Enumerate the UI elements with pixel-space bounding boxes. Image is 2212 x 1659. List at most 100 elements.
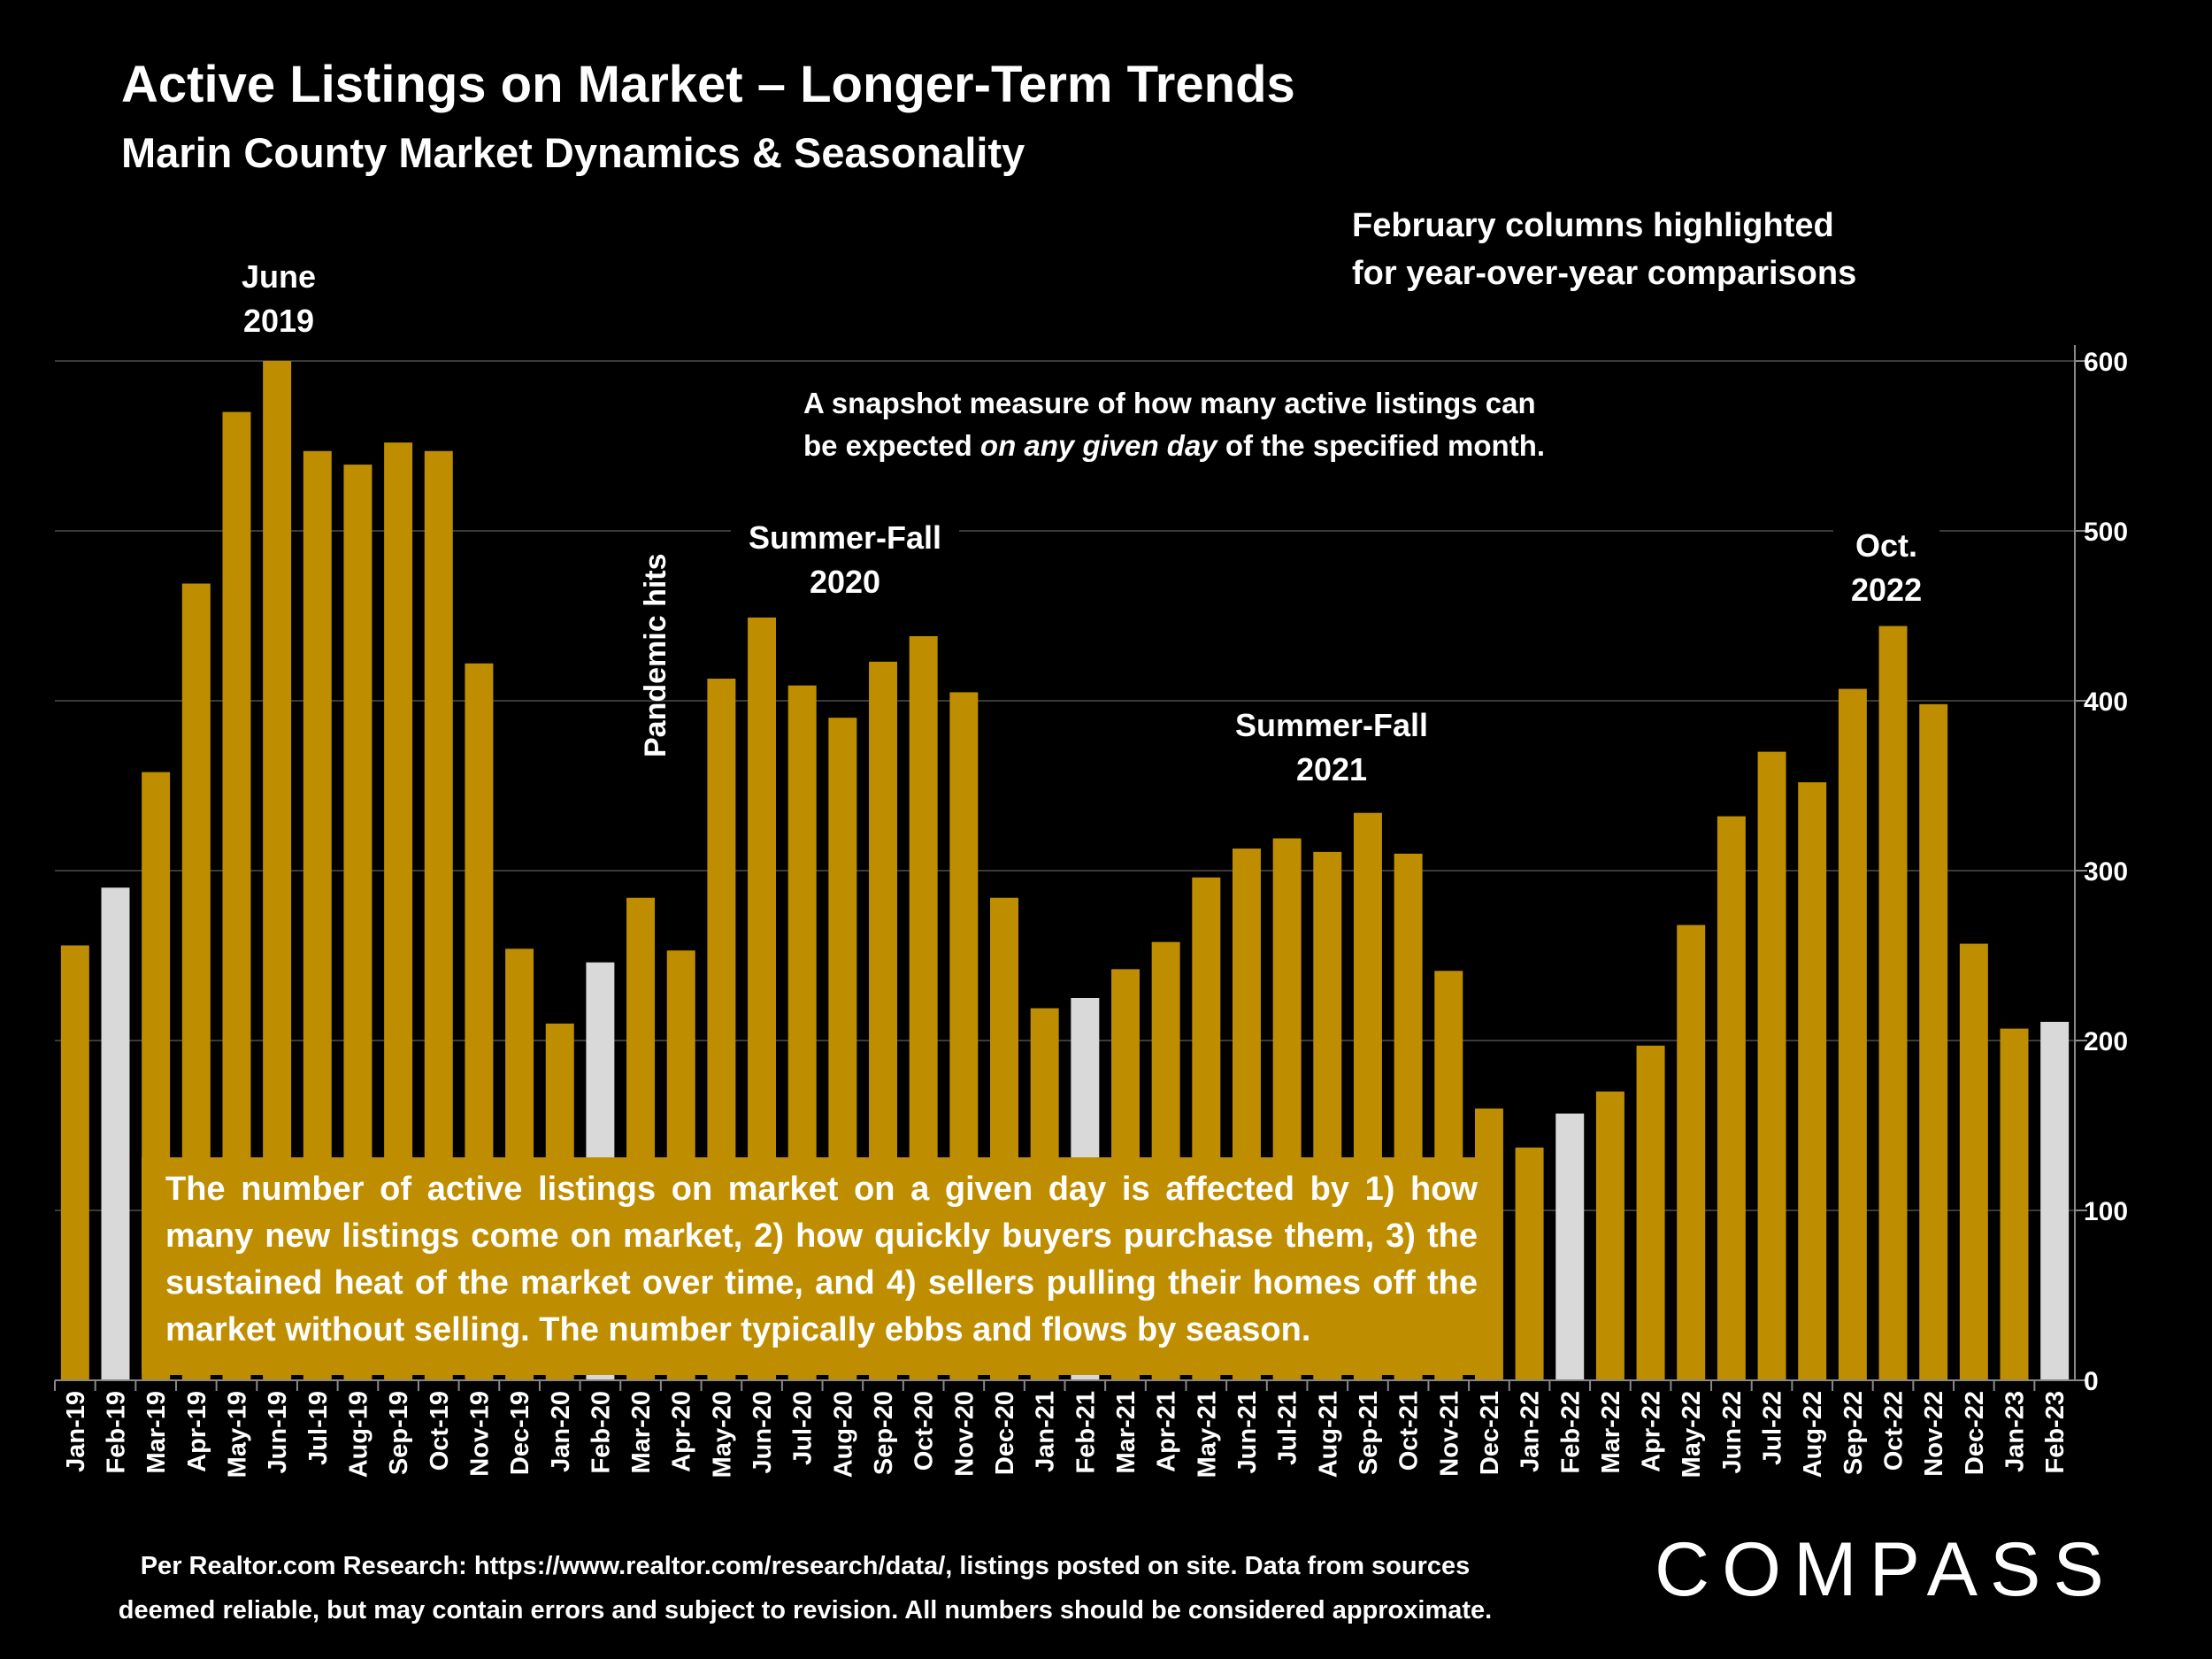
x-tick-label: Jul-19 [304,1391,333,1465]
x-tick-label: Jan-22 [1517,1391,1545,1472]
x-tick-label: Feb-20 [587,1391,615,1473]
x-tick-label: Jun-19 [264,1391,292,1473]
x-tick-label: Dec-20 [991,1391,1019,1475]
page-title: Active Listings on Market – Longer-Term … [121,56,1295,113]
snapshot-line-2-post: of the specified month. [1217,429,1546,462]
x-tick-label: Oct-20 [910,1391,939,1471]
x-tick-label: Jul-22 [1759,1391,1787,1465]
x-tick-label: Apr-19 [183,1391,211,1472]
annotation-summer-fall-2020-line-1: Summer-Fall [749,519,942,556]
y-tick-label: 600 [2084,348,2128,377]
x-tick-label: Nov-21 [1435,1391,1463,1477]
bar [1919,703,1948,1380]
bar [1838,688,1867,1380]
y-tick-label: 0 [2084,1367,2099,1396]
snapshot-line-2: be expected on any given day of the spec… [803,425,1545,467]
compass-logo-text: COMPASS [1655,1527,2116,1606]
february-highlight-note: February columns highlighted for year-ov… [1352,202,1856,297]
snapshot-line-2-pre: be expected [803,429,980,462]
x-tick-label: Nov-19 [465,1391,494,1477]
x-tick-label: Dec-21 [1476,1391,1504,1475]
x-tick-label: Jul-21 [1274,1391,1302,1465]
x-tick-label: May-20 [708,1391,736,1478]
x-tick-label: Sep-20 [870,1391,898,1475]
x-tick-label: Aug-21 [1314,1391,1342,1478]
x-tick-label: Jan-23 [2001,1391,2030,1472]
y-tick-label: 100 [2084,1197,2128,1226]
page-subtitle: Marin County Market Dynamics & Seasonali… [121,129,1025,176]
x-tick-label: Jun-20 [749,1391,777,1473]
source-note: Per Realtor.com Research: https://www.re… [115,1544,1495,1632]
x-tick-label: Apr-22 [1638,1391,1666,1472]
bar-february [1555,1113,1585,1380]
y-tick-label: 500 [2084,518,2128,547]
x-tick-label: Feb-23 [2041,1391,2070,1473]
x-tick-label: Jul-20 [789,1391,818,1465]
x-tick-label: Oct-19 [426,1391,454,1471]
x-tick-label: Feb-22 [1556,1391,1585,1473]
x-tick-label: Nov-20 [950,1391,979,1477]
x-tick-label: Apr-21 [1153,1391,1181,1472]
y-tick-label: 200 [2084,1027,2128,1056]
x-tick-label: Jun-21 [1233,1391,1262,1473]
source-line-1: Per Realtor.com Research: https://www.re… [140,1552,1471,1580]
x-tick-label: Nov-22 [1920,1391,1948,1477]
x-tick-label: Jan-21 [1032,1391,1060,1472]
x-tick-label: Sep-19 [385,1391,413,1475]
y-tick-label: 400 [2084,687,2128,717]
x-tick-label: Feb-19 [102,1391,130,1473]
x-tick-label: Jan-19 [62,1391,90,1472]
bar-february [2040,1021,2070,1380]
bar-february [101,887,130,1380]
annotation-pandemic-hits: Pandemic hits [639,553,672,757]
snapshot-note: A snapshot measure of how many active li… [803,382,1545,467]
x-tick-label: Mar-22 [1597,1391,1625,1474]
annotation-oct-2022-line-1: Oct. [1855,527,1918,564]
bar [1515,1147,1544,1380]
bar [1677,925,1706,1380]
compass-logo: COMPASS [1655,1527,2116,1606]
february-note-line-1: February columns highlighted [1352,207,1834,244]
x-tick-label: Mar-21 [1112,1391,1141,1474]
annotation-summer-fall-2021: Summer-Fall 2021 [1217,703,1447,792]
bar [1717,816,1746,1380]
y-tick-label: 300 [2084,857,2128,887]
x-tick-label: Jan-20 [547,1391,575,1472]
x-tick-label: Sep-22 [1839,1391,1868,1475]
x-tick-label: Dec-19 [506,1391,534,1475]
annotation-summer-fall-2021-line-1: Summer-Fall [1235,707,1429,743]
snapshot-line-1: A snapshot measure of how many active li… [803,387,1536,419]
annotation-june-2019: June 2019 [224,255,334,343]
bar [2000,1028,2029,1380]
bar [1595,1091,1624,1380]
x-tick-label: May-21 [1193,1391,1221,1478]
annotation-oct-2022: Oct. 2022 [1833,524,1940,612]
x-tick-label: Dec-22 [1961,1391,1989,1475]
x-tick-label: Apr-20 [668,1391,696,1472]
bar [1636,1045,1665,1380]
annotation-june-2019-line-2: 2019 [242,303,315,339]
annotation-summer-fall-2021-line-2: 2021 [1295,751,1368,787]
x-tick-label: Feb-21 [1071,1391,1100,1473]
bar [1757,751,1786,1380]
annotation-summer-fall-2020-line-2: 2020 [809,564,881,600]
bar [60,945,89,1380]
february-note-line-2: for year-over-year comparisons [1352,255,1857,292]
bar [1959,943,1988,1380]
info-box: The number of active listings on market … [142,1157,1495,1375]
snapshot-line-2-emphasis: on any given day [979,429,1217,462]
x-tick-label: Oct-21 [1395,1391,1424,1471]
bar [1878,626,1908,1380]
annotation-oct-2022-line-2: 2022 [1851,572,1923,608]
annotation-summer-fall-2020: Summer-Fall 2020 [731,516,960,604]
x-tick-label: Aug-19 [344,1391,373,1478]
x-tick-label: Aug-20 [829,1391,857,1478]
x-tick-label: Mar-20 [627,1391,656,1474]
source-line-2: deemed reliable, but may contain errors … [118,1596,1493,1624]
x-tick-label: May-19 [223,1391,251,1478]
x-tick-label: May-22 [1678,1391,1706,1478]
x-tick-label: Jun-22 [1718,1391,1747,1473]
x-tick-label: Aug-22 [1799,1391,1827,1478]
x-tick-label: Sep-21 [1355,1391,1383,1475]
